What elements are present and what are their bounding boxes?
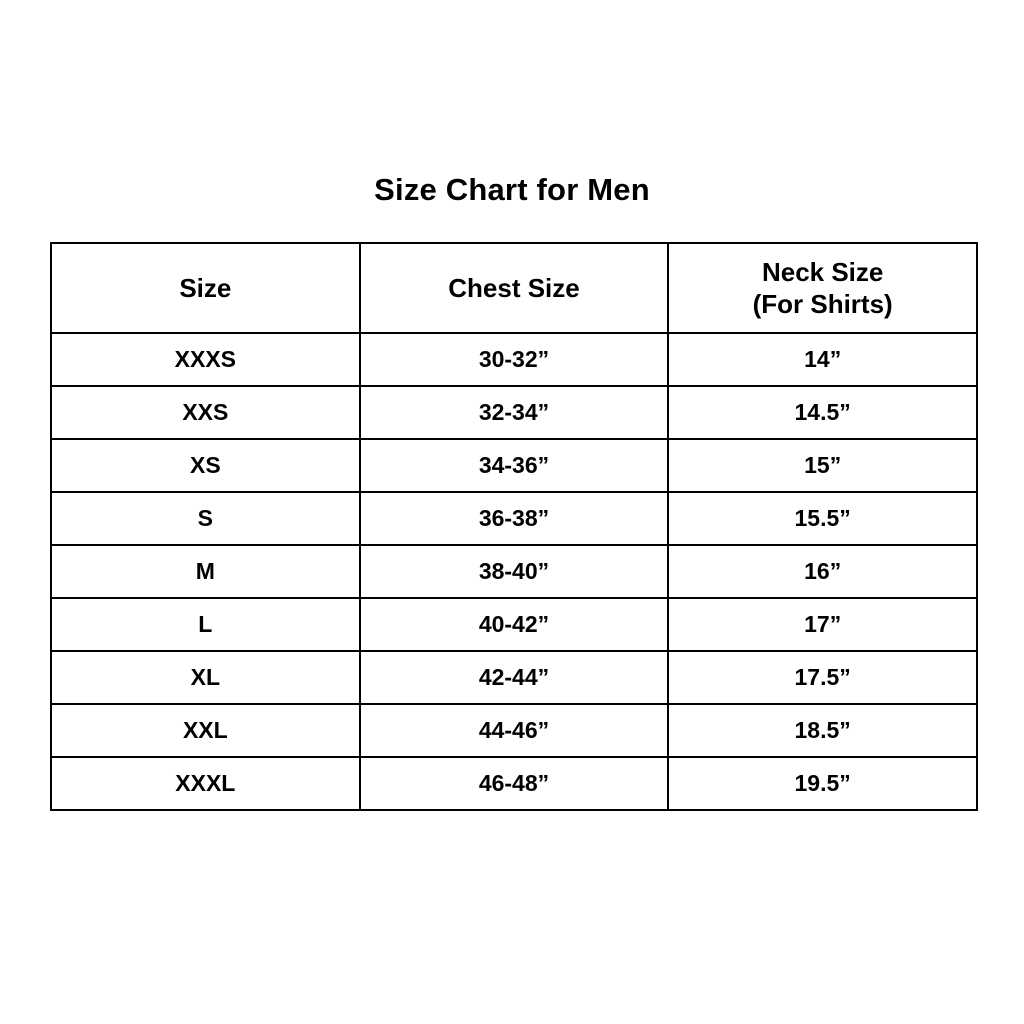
table-row: XS 34-36” 15” (50, 438, 978, 493)
table-row: XXXS 30-32” 14” (50, 332, 978, 387)
header-size: Size (50, 242, 361, 334)
header-neck-size: Neck Size (For Shirts) (667, 242, 978, 334)
neck-size-cell: 14.5” (667, 385, 978, 440)
chest-size-cell: 30-32” (358, 332, 670, 387)
chest-size-cell: 38-40” (358, 544, 670, 599)
size-cell: M (50, 544, 361, 599)
table-row: M 38-40” 16” (50, 544, 978, 599)
size-cell: XXXS (50, 332, 361, 387)
size-table: Size Chest Size Neck Size (For Shirts) X… (50, 242, 978, 811)
table-row: L 40-42” 17” (50, 597, 978, 652)
neck-size-cell: 18.5” (667, 703, 978, 758)
neck-size-cell: 15” (667, 438, 978, 493)
neck-size-cell: 17.5” (667, 650, 978, 705)
neck-size-cell: 16” (667, 544, 978, 599)
table-row: XXL 44-46” 18.5” (50, 703, 978, 758)
table-row: S 36-38” 15.5” (50, 491, 978, 546)
size-cell: XXS (50, 385, 361, 440)
size-cell: S (50, 491, 361, 546)
table-row: XXS 32-34” 14.5” (50, 385, 978, 440)
table-row: XXXL 46-48” 19.5” (50, 756, 978, 811)
chest-size-cell: 36-38” (358, 491, 670, 546)
size-table-header: Size Chest Size Neck Size (For Shirts) (50, 242, 978, 334)
size-cell: L (50, 597, 361, 652)
size-cell: XXL (50, 703, 361, 758)
neck-size-cell: 15.5” (667, 491, 978, 546)
size-cell: XXXL (50, 756, 361, 811)
chest-size-cell: 42-44” (358, 650, 670, 705)
size-table-body: XXXS 30-32” 14” XXS 32-34” 14.5” XS 34-36” 15” S 3… (50, 332, 978, 811)
chest-size-cell: 40-42” (358, 597, 670, 652)
neck-size-cell: 17” (667, 597, 978, 652)
neck-size-cell: 19.5” (667, 756, 978, 811)
chest-size-cell: 44-46” (358, 703, 670, 758)
header-neck-size-line2: (For Shirts) (752, 289, 893, 319)
header-neck-size-line1: Neck Size (761, 256, 884, 287)
page-title: Size Chart for Men (374, 172, 650, 207)
size-cell: XS (50, 438, 361, 493)
header-chest-size: Chest Size (358, 242, 670, 334)
chest-size-cell: 34-36” (358, 438, 670, 493)
neck-size-cell: 14” (667, 332, 978, 387)
table-row: XL 42-44” 17.5” (50, 650, 978, 705)
size-cell: XL (50, 650, 361, 705)
header-row: Size Chest Size Neck Size (For Shirts) (50, 242, 978, 334)
chest-size-cell: 32-34” (358, 385, 670, 440)
chest-size-cell: 46-48” (358, 756, 670, 811)
